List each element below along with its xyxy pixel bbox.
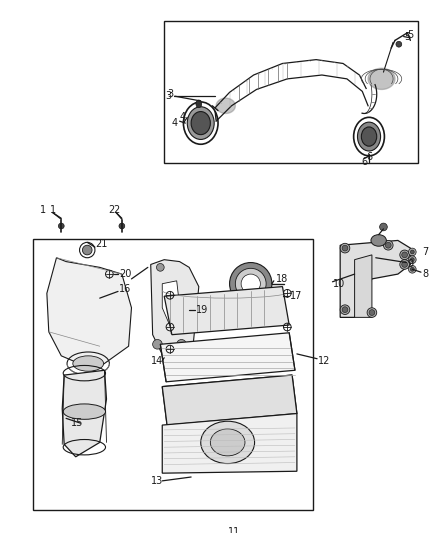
Ellipse shape (230, 263, 272, 305)
Text: 12: 12 (318, 356, 330, 366)
Ellipse shape (73, 356, 104, 371)
Ellipse shape (380, 223, 387, 231)
Polygon shape (162, 281, 181, 335)
Polygon shape (340, 240, 410, 317)
Text: 15: 15 (71, 418, 83, 428)
Ellipse shape (235, 268, 266, 299)
Ellipse shape (241, 274, 260, 293)
Ellipse shape (402, 262, 407, 268)
Polygon shape (164, 287, 289, 335)
Text: 8: 8 (422, 269, 428, 279)
Polygon shape (216, 98, 235, 114)
Ellipse shape (361, 127, 377, 146)
Text: 6: 6 (361, 157, 367, 167)
Ellipse shape (63, 404, 106, 419)
Ellipse shape (201, 421, 254, 464)
Ellipse shape (342, 307, 348, 312)
Ellipse shape (383, 240, 393, 250)
Ellipse shape (198, 516, 204, 522)
Ellipse shape (215, 524, 221, 530)
Text: 21: 21 (95, 239, 107, 249)
Ellipse shape (156, 263, 164, 271)
Text: 11: 11 (228, 527, 240, 533)
Text: 18: 18 (276, 274, 288, 284)
Ellipse shape (369, 310, 375, 316)
Ellipse shape (410, 250, 414, 254)
Ellipse shape (410, 268, 414, 271)
Text: 16: 16 (119, 284, 131, 294)
Polygon shape (355, 255, 372, 317)
Ellipse shape (367, 308, 377, 317)
Text: 6: 6 (366, 152, 372, 161)
Text: 9: 9 (407, 260, 413, 270)
Text: 2: 2 (113, 205, 119, 215)
Text: 19: 19 (196, 305, 208, 314)
Polygon shape (162, 375, 297, 425)
Ellipse shape (210, 429, 245, 456)
Ellipse shape (409, 265, 416, 273)
Text: 5: 5 (407, 30, 414, 39)
Ellipse shape (82, 245, 92, 255)
Ellipse shape (196, 100, 201, 108)
Text: 4: 4 (172, 118, 178, 128)
Ellipse shape (191, 111, 210, 135)
Polygon shape (162, 375, 297, 425)
Ellipse shape (410, 258, 414, 262)
Text: 13: 13 (151, 476, 163, 486)
Text: 7: 7 (422, 247, 428, 257)
Text: 2: 2 (108, 205, 114, 215)
Ellipse shape (342, 245, 348, 251)
Ellipse shape (385, 243, 391, 248)
Text: 1: 1 (40, 205, 46, 215)
Ellipse shape (187, 107, 214, 140)
Text: 17: 17 (290, 291, 303, 301)
Text: 20: 20 (119, 269, 131, 279)
Text: 14: 14 (151, 356, 163, 366)
Ellipse shape (400, 250, 410, 260)
Polygon shape (368, 68, 395, 90)
Polygon shape (162, 414, 297, 473)
Polygon shape (47, 258, 131, 370)
Ellipse shape (409, 248, 416, 256)
Ellipse shape (340, 305, 350, 314)
Ellipse shape (340, 244, 350, 253)
Text: 3: 3 (165, 91, 171, 101)
Ellipse shape (58, 223, 64, 229)
Text: 4: 4 (180, 112, 186, 123)
Polygon shape (62, 370, 106, 457)
Ellipse shape (400, 260, 410, 269)
Bar (33, 238, 313, 510)
Text: 1: 1 (49, 205, 56, 215)
Ellipse shape (402, 252, 407, 258)
Ellipse shape (177, 340, 186, 349)
Text: 5: 5 (405, 31, 411, 42)
Ellipse shape (396, 42, 402, 47)
Ellipse shape (119, 223, 125, 229)
Ellipse shape (371, 235, 386, 246)
Ellipse shape (409, 256, 416, 263)
Ellipse shape (152, 340, 162, 349)
Polygon shape (160, 333, 295, 382)
Bar (164, 21, 418, 164)
Polygon shape (151, 260, 199, 370)
Ellipse shape (357, 122, 381, 151)
Text: 10: 10 (333, 279, 346, 289)
Text: 3: 3 (167, 89, 173, 99)
